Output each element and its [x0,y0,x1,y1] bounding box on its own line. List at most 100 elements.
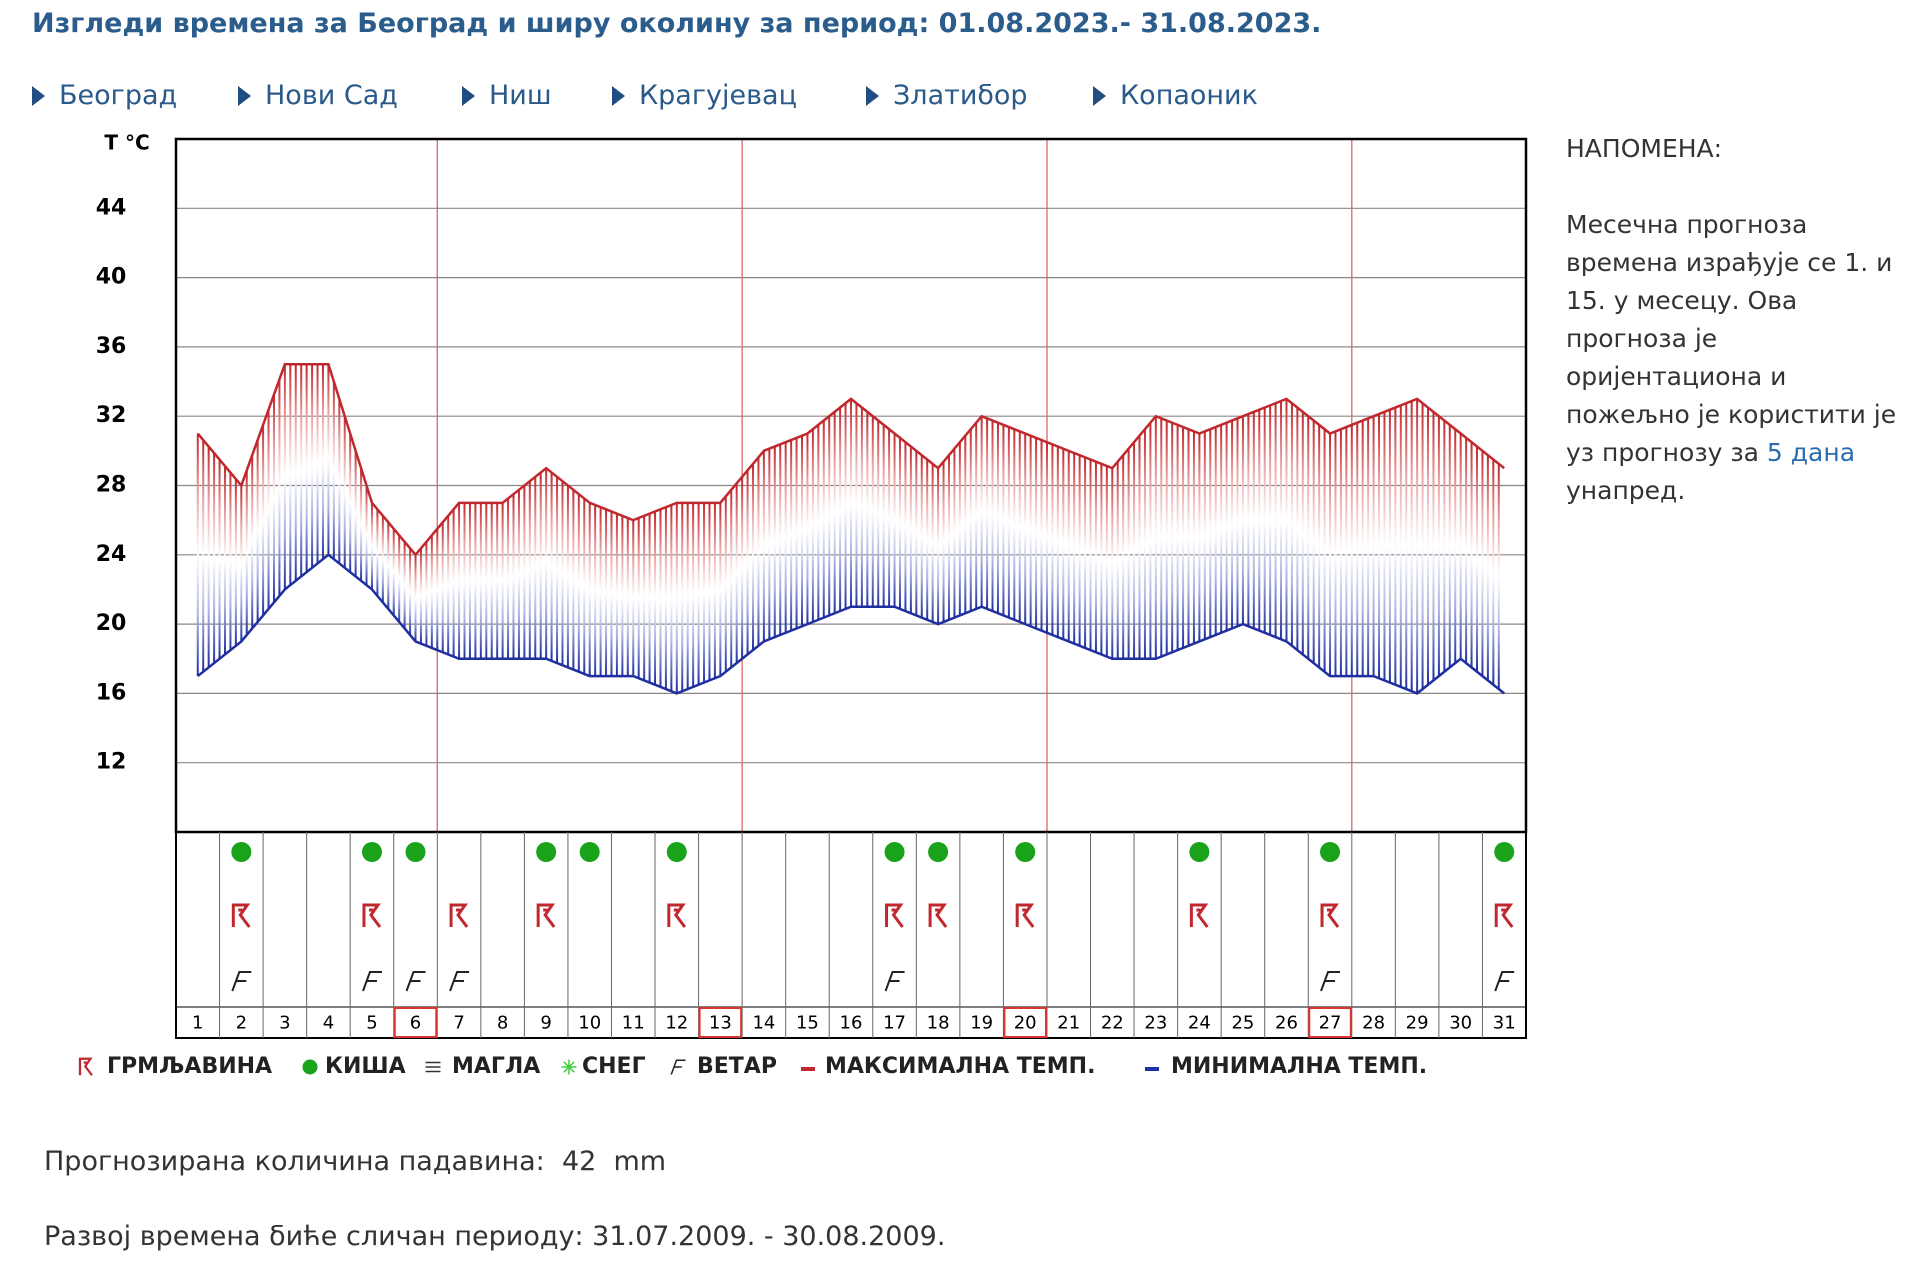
hatch [1410,401,1413,692]
hatch [545,468,548,659]
hatch [1465,437,1468,664]
hatch [986,418,989,609]
thunder-icon [1320,903,1340,928]
hatch [784,442,787,633]
hatch [1231,420,1234,629]
hatch [1051,444,1054,635]
thunder-icon [1015,903,1035,928]
hatch [278,379,281,596]
hatch [850,398,852,607]
hatch [996,422,999,614]
hatch [926,459,929,620]
hatch [675,502,678,694]
nav-link[interactable]: Златибор [866,80,1028,111]
hatch [234,479,237,646]
hatch [1383,411,1386,681]
snow-icon [561,1059,577,1075]
x-tick-label: 2 [236,1013,247,1034]
hatch [855,403,858,607]
hatch [1236,418,1239,627]
nav-link[interactable]: Крагујевац [612,80,797,111]
legend-label: МИНИМАЛНА ТЕМП. [1171,1054,1427,1079]
rain-icon [231,842,252,862]
x-tick-label: 24 [1188,1013,1211,1034]
hatch [1067,450,1070,642]
hatch [1127,448,1130,659]
hatch [332,381,335,560]
hatch [991,420,994,612]
hatch [713,502,716,679]
hatch [1084,457,1087,648]
hatch [773,446,776,638]
hatch [605,509,608,677]
hatch [327,364,330,555]
hatch [975,422,978,609]
hatch [735,483,738,664]
series-line [196,553,1506,695]
hatch [561,481,564,666]
thunder-icon [78,1057,93,1076]
hatch [409,548,412,635]
precipitation: Прогнозирана количина падавина: 42 mm [44,1146,666,1177]
hatch [1339,429,1342,677]
hatch [403,541,406,629]
hatch [196,433,199,677]
hatch [1399,405,1402,687]
hatch [1285,398,1288,642]
note-link[interactable]: 5 дана [1766,438,1856,467]
x-tick-label: 14 [752,1013,775,1034]
hatch [1378,414,1381,679]
hatch [1329,433,1332,677]
hatch [414,554,417,642]
hatch [583,498,586,674]
hatch [1013,429,1016,620]
x-tick-label: 7 [453,1013,464,1034]
hatch [947,455,950,620]
thunder-icon [928,903,948,928]
note-text: Месечна прогноза времена израђује се 1. … [1566,210,1897,467]
hatch [305,364,308,573]
x-tick-label: 10 [578,1013,601,1034]
precip-unit: mm [613,1146,667,1177]
nav-link[interactable]: Копаоник [1093,80,1258,111]
hatch [844,403,847,609]
hatch [1372,416,1375,677]
y-tick-label: 32 [96,403,127,428]
hatch [300,364,303,577]
rain-icon [928,842,949,862]
hatch [436,528,439,651]
hatch [937,468,940,625]
rain-icon [1320,842,1341,862]
hatch [1307,416,1310,659]
wind-icon [1320,971,1341,992]
hatch [1394,407,1397,685]
thunder-icon [1189,903,1209,928]
note-title: НАПОМЕНА: [1566,134,1723,163]
nav-link[interactable]: Нови Сад [238,80,398,111]
hatch [643,515,646,681]
hatch [1492,459,1495,685]
thunder-icon [362,903,382,928]
legend-label: МАКСИМАЛНА ТЕМП. [825,1054,1095,1079]
hatch [1122,455,1125,659]
nav-link[interactable]: Београд [32,80,177,111]
hatch [507,498,510,659]
nav-link[interactable]: Ниш [462,80,552,111]
hatch [1024,433,1027,625]
hatch [272,394,275,603]
hatch [354,450,357,577]
hatch [877,420,880,607]
hatch [1220,424,1223,633]
x-tick-label: 22 [1101,1013,1124,1034]
hatch [1062,448,1065,640]
hatch [806,433,809,625]
hatch [762,450,765,642]
hatch [915,450,918,616]
hatch [1225,422,1228,631]
y-tick-label: 24 [96,542,127,567]
hatch [1432,411,1435,681]
hatch [485,502,488,659]
hatch [1416,398,1419,694]
hatch [942,461,945,622]
legend-label: КИША [325,1054,406,1079]
